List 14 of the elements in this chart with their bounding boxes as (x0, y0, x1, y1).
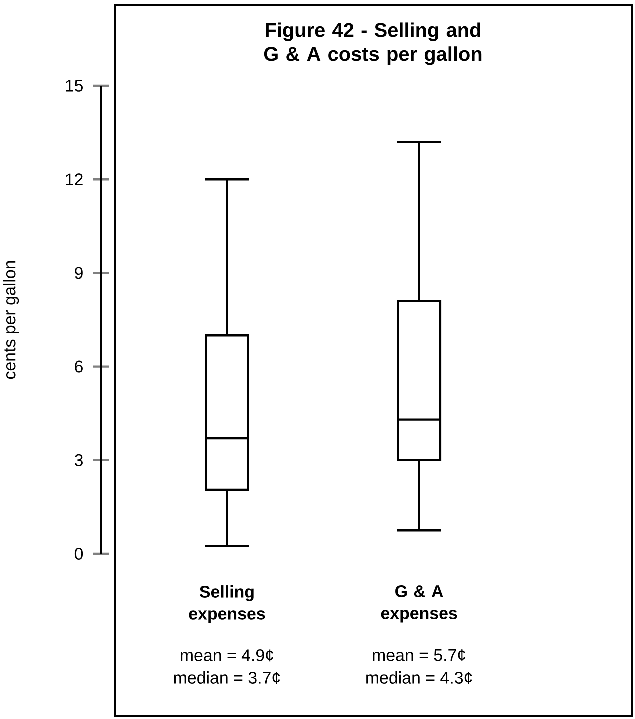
x-tick-label: Selling expenses (189, 586, 266, 624)
y-tick-label: 9 (74, 267, 83, 280)
y-tick-label: 15 (66, 80, 83, 92)
y-tick-label: 3 (74, 454, 83, 466)
y-tick-label: 12 (66, 174, 83, 186)
text: mean = 5.7¢ (373, 650, 466, 662)
text: median = 3.7¢ (174, 672, 280, 684)
text: mean = 4.9¢ (180, 650, 274, 662)
chart-title: Figure 42 - Selling and G & A costs per gallon (264, 22, 482, 66)
y-axis-title: cents per gallon (3, 261, 19, 380)
text: median = 4.3¢ (366, 672, 472, 684)
y-tick-label: 6 (75, 360, 83, 373)
x-tick-label: G & A expenses (381, 586, 458, 623)
y-tick-label: 0 (74, 548, 83, 560)
